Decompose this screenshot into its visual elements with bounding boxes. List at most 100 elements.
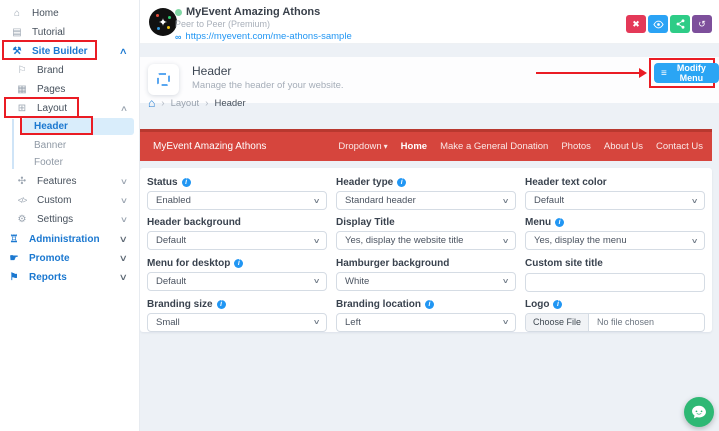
sidebar-item-layout[interactable]: ⊞ Layout ∧	[15, 99, 139, 118]
menu-select[interactable]: Yes, display the menu ∨	[525, 231, 705, 251]
breadcrumb-layout[interactable]: Layout	[170, 97, 200, 109]
sidebar-item-label: Footer	[34, 156, 63, 168]
preview-eye-button[interactable]	[648, 15, 668, 33]
book-icon: ▤	[12, 27, 22, 38]
info-icon[interactable]: i	[397, 178, 407, 187]
branding-size-select[interactable]: Small ∨	[147, 312, 327, 332]
preview-nav-item-home[interactable]: Home	[400, 141, 428, 152]
preview-nav-item-about[interactable]: About Us	[603, 141, 643, 152]
info-icon[interactable]: i	[234, 258, 244, 268]
field-label: Menu for desktop	[147, 257, 231, 269]
hammer-icon: ⚒	[12, 46, 22, 57]
chevron-down-icon: ∨	[119, 196, 129, 205]
sidebar-item-custom[interactable]: </> Custom ∨	[15, 191, 139, 210]
sidebar-item-label: Features	[37, 176, 77, 187]
branding-location-select[interactable]: Left ∨	[336, 312, 516, 332]
site-name: MyEvent Amazing Athons	[186, 6, 321, 18]
menu-for-desktop-select[interactable]: Default ∨	[147, 271, 327, 291]
field-logo: Logo i Choose File No file chosen	[525, 299, 705, 332]
field-label: Custom site title	[525, 257, 603, 269]
file-status-text: No file chosen	[597, 317, 655, 328]
sidebar-item-label: Pages	[37, 84, 66, 95]
sidebar-item-label: Settings	[37, 214, 74, 225]
chevron-down-icon: ∨	[690, 197, 699, 205]
submenu-guide-line	[12, 119, 14, 169]
sidebar-item-banner[interactable]: Banner	[34, 137, 139, 153]
chevron-down-icon: ∨	[690, 237, 699, 245]
chevron-down-icon: ∨	[501, 319, 510, 327]
field-custom-site-title: Custom site title	[525, 258, 705, 292]
hamburger-background-select[interactable]: White ∨	[336, 271, 516, 291]
website-header-preview: MyEvent Amazing Athons Dropdown ▾ Home Ma…	[140, 129, 712, 161]
share-button[interactable]	[670, 15, 690, 33]
display-title-select[interactable]: Yes, display the website title ∨	[336, 231, 516, 251]
chevron-right-icon: ›	[161, 97, 165, 109]
link-icon: ∞	[175, 31, 182, 42]
sidebar-item-tutorial[interactable]: ▤ Tutorial	[10, 23, 139, 42]
chat-bubble-icon	[692, 405, 706, 418]
chevron-down-icon: ∨	[501, 197, 510, 205]
custom-site-title-input[interactable]	[525, 272, 705, 292]
layout-icon: ⊞	[17, 103, 27, 114]
sidebar-item-pages[interactable]: ▦ Pages	[15, 80, 139, 99]
sidebar: ⌂ Home ▤ Tutorial ⚒ Site Builder ∧ ⚐ Bra…	[0, 0, 140, 431]
field-label: Status	[147, 177, 178, 188]
chevron-down-icon: ∨	[119, 234, 129, 244]
modify-menu-button[interactable]: ≡ Modify Menu	[654, 63, 719, 83]
logo-file-input[interactable]: Choose File No file chosen	[525, 312, 705, 332]
sidebar-item-settings[interactable]: ⚙ Settings ∨	[15, 210, 139, 229]
preview-nav-item-dropdown[interactable]: Dropdown ▾	[338, 141, 388, 152]
field-label: Header type	[336, 177, 394, 188]
chevron-up-icon: ∧	[119, 46, 129, 56]
sidebar-item-administration[interactable]: ♖ Administration ∨	[7, 230, 139, 249]
sidebar-item-label: Home	[32, 8, 59, 19]
breadcrumb-home-icon[interactable]: ⌂	[148, 96, 156, 110]
info-icon[interactable]: i	[553, 299, 563, 309]
field-label: Hamburger background	[336, 257, 450, 269]
sidebar-item-label: Administration	[29, 234, 100, 245]
chevron-down-icon: ∨	[119, 272, 129, 282]
sidebar-item-features[interactable]: ✣ Features ∨	[15, 172, 139, 191]
sidebar-item-footer[interactable]: Footer	[34, 154, 139, 170]
field-menu-for-desktop: Menu for desktop i Default ∨	[147, 258, 327, 292]
sidebar-item-label: Layout	[37, 103, 68, 114]
header-settings-form: Status i Enabled ∨ Header type i Standard h…	[140, 168, 712, 332]
preview-nav-item-photos[interactable]: Photos	[561, 141, 591, 152]
info-icon[interactable]: i	[181, 178, 191, 187]
sidebar-item-site-builder[interactable]: ⚒ Site Builder ∧	[10, 42, 139, 61]
chat-widget-button[interactable]	[684, 397, 714, 427]
info-icon[interactable]: i	[555, 218, 565, 228]
info-icon[interactable]: i	[425, 299, 434, 309]
eye-icon	[652, 20, 664, 28]
field-label: Header text color	[525, 177, 607, 188]
header-background-select[interactable]: Default ∨	[147, 231, 327, 251]
field-header-background: Header background Default ∨	[147, 217, 327, 251]
breadcrumb: ⌂ › Layout › Header	[148, 97, 246, 109]
flag-outline-icon: ⚐	[17, 65, 27, 76]
sidebar-item-header[interactable]: Header	[22, 118, 134, 135]
site-url-link[interactable]: https://myevent.com/me-athons-sample	[185, 31, 352, 42]
header-text-color-select[interactable]: Default ∨	[525, 191, 705, 210]
caret-down-icon: ▾	[383, 142, 388, 151]
sidebar-item-promote[interactable]: ☛ Promote ∨	[7, 249, 139, 268]
site-plan: Peer to Peer (Premium)	[175, 19, 271, 29]
preview-nav-item-donation[interactable]: Make a General Donation	[440, 141, 549, 152]
sidebar-item-reports[interactable]: ⚑ Reports ∨	[7, 268, 139, 287]
choose-file-button[interactable]: Choose File	[526, 313, 590, 331]
chevron-down-icon: ∨	[119, 177, 129, 186]
sidebar-item-label: Banner	[34, 139, 67, 151]
field-label: Menu	[525, 217, 552, 229]
sidebar-item-home[interactable]: ⌂ Home	[10, 4, 139, 23]
field-menu: Menu i Yes, display the menu ∨	[525, 217, 705, 251]
header-type-select[interactable]: Standard header ∨	[336, 191, 516, 210]
preview-nav-item-contact[interactable]: Contact Us	[656, 141, 703, 152]
sidebar-item-brand[interactable]: ⚐ Brand	[15, 61, 139, 80]
crossed-tools-button[interactable]: ✖	[626, 15, 646, 33]
info-icon[interactable]: i	[216, 299, 226, 309]
status-select[interactable]: Enabled ∨	[147, 191, 327, 210]
history-button[interactable]: ↺	[692, 15, 712, 33]
bank-icon: ♖	[9, 234, 19, 245]
preview-brand[interactable]: MyEvent Amazing Athons	[153, 141, 267, 152]
field-label: Display Title	[336, 217, 395, 229]
chevron-down-icon: ∨	[501, 237, 510, 245]
